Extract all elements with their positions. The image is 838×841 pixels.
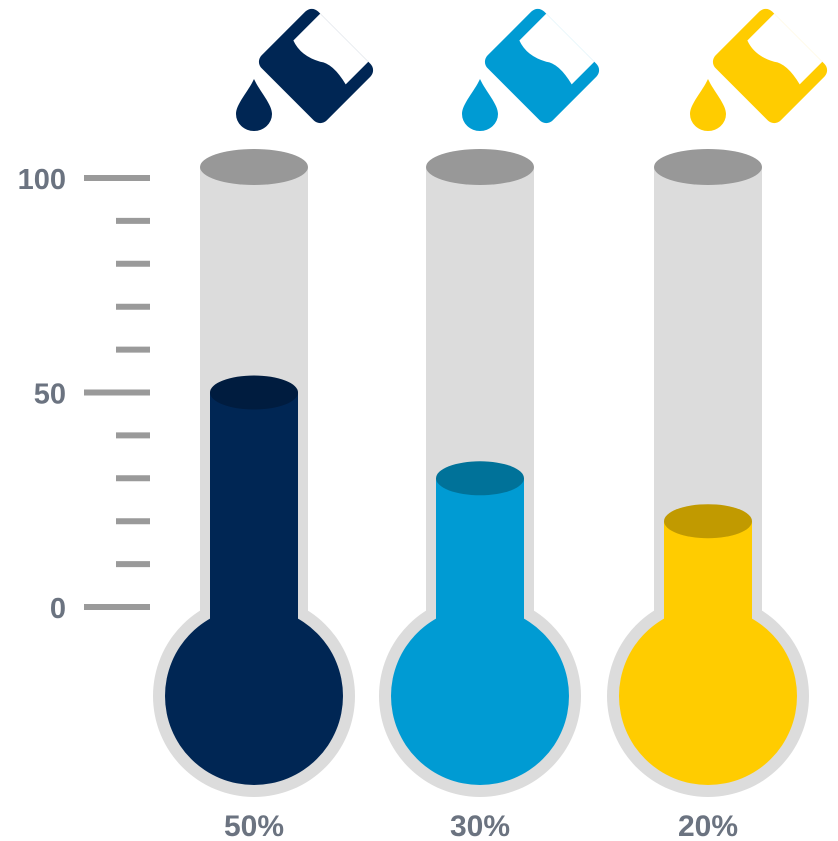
y-tick-label: 0 — [50, 593, 66, 625]
droplet-icon — [462, 79, 498, 131]
liquid-column — [664, 521, 752, 700]
thermometer: 20% — [607, 8, 828, 841]
liquid-column — [436, 478, 524, 700]
thermometer: 50% — [153, 8, 374, 841]
y-tick-label: 100 — [18, 164, 66, 196]
pouring-beaker-icon — [712, 8, 828, 124]
liquid-surface — [210, 375, 298, 410]
y-axis: 0 50 100 — [18, 164, 150, 625]
pouring-beaker-icon — [484, 8, 600, 124]
liquid-surface — [664, 504, 752, 539]
thermometer: 30% — [379, 8, 600, 841]
data-label: 20% — [678, 810, 738, 841]
data-label: 50% — [224, 810, 284, 841]
tube-cap — [426, 149, 534, 185]
pouring-beaker-icon — [258, 8, 374, 124]
droplet-icon — [236, 79, 272, 131]
tube-cap — [654, 149, 762, 185]
tube-cap — [200, 149, 308, 185]
data-label: 30% — [450, 810, 510, 841]
liquid-column — [210, 392, 298, 700]
y-tick-label: 50 — [34, 379, 66, 411]
liquid-surface — [436, 461, 524, 496]
droplet-icon — [690, 79, 726, 131]
thermometers: 50% 30% 20% — [153, 8, 828, 841]
